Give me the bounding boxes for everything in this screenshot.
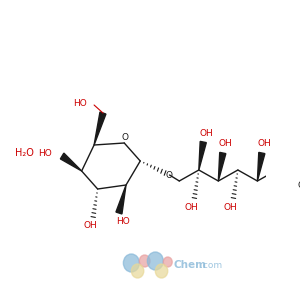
Circle shape [155,264,168,278]
Circle shape [131,264,144,278]
Text: O: O [297,181,300,190]
Polygon shape [257,152,265,181]
Text: .com: .com [200,260,222,269]
Circle shape [123,254,140,272]
Text: OH: OH [224,202,238,211]
Text: HO: HO [38,149,52,158]
Circle shape [147,252,163,270]
Text: H₂O: H₂O [15,148,34,158]
Circle shape [163,257,172,267]
Text: HO: HO [116,218,130,226]
Text: OH: OH [185,202,199,211]
Text: OH: OH [84,221,98,230]
Text: Chem: Chem [174,260,207,270]
Text: HO: HO [73,98,87,107]
Polygon shape [116,185,126,214]
Text: OH: OH [219,140,232,148]
Text: O: O [165,170,172,179]
Polygon shape [199,141,206,170]
Text: O: O [122,134,129,142]
Polygon shape [94,112,106,145]
Text: OH: OH [258,140,272,148]
Text: OH: OH [199,128,213,137]
Circle shape [140,255,150,267]
Polygon shape [60,153,82,171]
Polygon shape [218,152,226,181]
